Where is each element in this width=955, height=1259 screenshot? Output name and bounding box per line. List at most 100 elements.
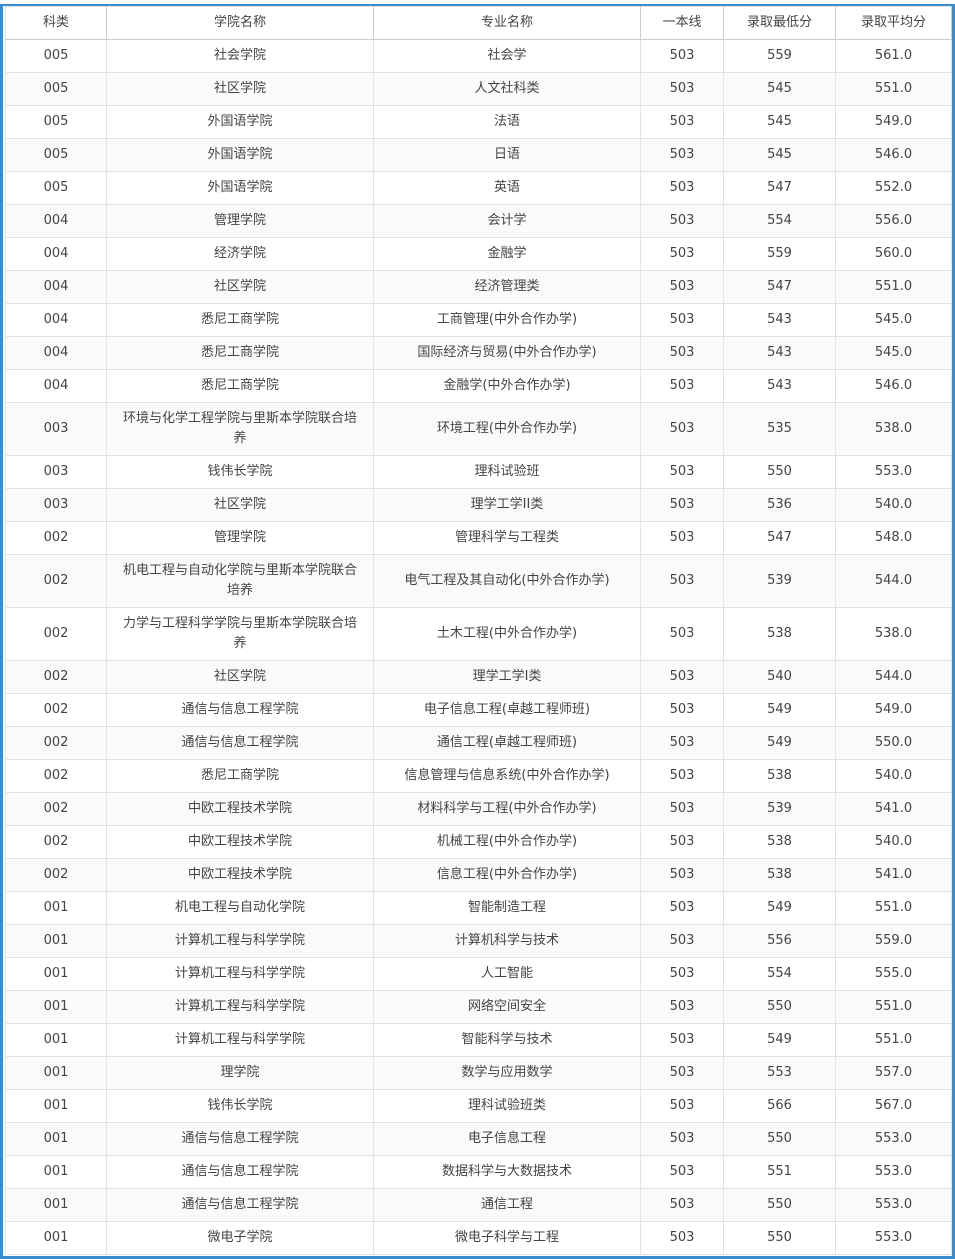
col-major-cell: 管理科学与工程类	[373, 521, 641, 555]
col-baseline-cell: 503	[640, 105, 724, 139]
col-major-cell: 经济管理类	[373, 270, 641, 304]
table-row: 001 通信与信息工程学院 通信工程 503 550 553.0	[5, 1188, 952, 1222]
table-row: 005 外国语学院 法语 503 545 549.0	[5, 105, 952, 139]
col-min-score-cell: 549	[723, 693, 836, 727]
col-avg-score-cell: 552.0	[835, 171, 952, 205]
col-avg-score-cell: 553.0	[835, 1155, 952, 1189]
col-min-score-cell: 543	[723, 369, 836, 403]
col-avg-score-cell: 538.0	[835, 607, 952, 661]
col-avg-score-cell: 555.0	[835, 957, 952, 991]
col-min-score-cell: 554	[723, 957, 836, 991]
col-major-cell: 计算机科学与技术	[373, 924, 641, 958]
col-college-cell: 通信与信息工程学院	[106, 1155, 374, 1189]
col-category-cell: 001	[5, 1056, 107, 1090]
col-avg-score-cell: 544.0	[835, 554, 952, 608]
col-category-cell: 004	[5, 336, 107, 370]
table-row: 001 理学院 数学与应用数学 503 553 557.0	[5, 1056, 952, 1090]
col-min-score-cell: 543	[723, 336, 836, 370]
col-min-score-cell: 536	[723, 488, 836, 522]
col-category-cell: 004	[5, 369, 107, 403]
col-avg-score-cell: 551.0	[835, 1023, 952, 1057]
col-major-cell: 微电子科学与工程	[373, 1221, 641, 1255]
col-min-score-cell: 551	[723, 1155, 836, 1189]
col-category-cell: 002	[5, 607, 107, 661]
table-row: 002 中欧工程技术学院 机械工程(中外合作办学) 503 538 540.0	[5, 825, 952, 859]
table-row: 004 经济学院 金融学 503 559 560.0	[5, 237, 952, 271]
col-min-score-cell: 550	[723, 1188, 836, 1222]
col-major-cell: 理科试验班	[373, 455, 641, 489]
col-college-cell: 微电子学院	[106, 1221, 374, 1255]
col-min-score-cell: 535	[723, 402, 836, 456]
col-major-cell: 信息管理与信息系统(中外合作办学)	[373, 759, 641, 793]
col-category-cell: 002	[5, 693, 107, 727]
col-baseline-cell: 503	[640, 891, 724, 925]
col-college-cell: 社区学院	[106, 660, 374, 694]
col-major-cell: 电子信息工程	[373, 1122, 641, 1156]
col-baseline-cell: 503	[640, 402, 724, 456]
col-avg-score-cell: 560.0	[835, 237, 952, 271]
col-min-score-cell: 539	[723, 792, 836, 826]
col-avg-score-cell: 557.0	[835, 1056, 952, 1090]
table-row: 001 微电子学院 微电子科学与工程 503 550 553.0	[5, 1221, 952, 1255]
col-college-cell: 计算机工程与科学学院	[106, 957, 374, 991]
col-category-cell: 002	[5, 521, 107, 555]
table-row: 005 社会学院 社会学 503 559 561.0	[5, 39, 952, 73]
col-college-cell: 理学院	[106, 1056, 374, 1090]
col-min-score-cell: 545	[723, 72, 836, 106]
table-row: 005 外国语学院 英语 503 547 552.0	[5, 171, 952, 205]
col-college-cell: 通信与信息工程学院	[106, 726, 374, 760]
col-min-score-cell: 566	[723, 1089, 836, 1123]
col-min-score-cell: 554	[723, 204, 836, 238]
col-category-cell: 001	[5, 1221, 107, 1255]
col-category-cell: 001	[5, 990, 107, 1024]
col-baseline-cell: 503	[640, 39, 724, 73]
col-baseline-cell: 503	[640, 792, 724, 826]
table-row: 002 通信与信息工程学院 电子信息工程(卓越工程师班) 503 549 549.0	[5, 693, 952, 727]
col-college-cell: 通信与信息工程学院	[106, 693, 374, 727]
col-avg-score-cell: 561.0	[835, 39, 952, 73]
col-baseline-cell: 503	[640, 924, 724, 958]
col-category-cell: 005	[5, 105, 107, 139]
col-category-cell: 005	[5, 39, 107, 73]
admission-scores-table: 科类 学院名称 专业名称 一本线 录取最低分 录取平均分 005 社会学院 社会学 503 559…	[5, 6, 952, 1255]
table-row: 004 悉尼工商学院 国际经济与贸易(中外合作办学) 503 543 545.0	[5, 336, 952, 370]
col-avg-score-cell: 553.0	[835, 455, 952, 489]
col-college-cell: 环境与化学工程学院与里斯本学院联合培养	[106, 402, 374, 456]
col-major-cell: 法语	[373, 105, 641, 139]
col-avg-score-cell: 538.0	[835, 402, 952, 456]
col-avg-score-cell: 551.0	[835, 270, 952, 304]
col-baseline-cell: 503	[640, 554, 724, 608]
col-major-cell: 环境工程(中外合作办学)	[373, 402, 641, 456]
col-avg-score-cell: 550.0	[835, 726, 952, 760]
col-min-score-cell: 545	[723, 138, 836, 172]
col-major-cell: 日语	[373, 138, 641, 172]
table-row: 001 通信与信息工程学院 数据科学与大数据技术 503 551 553.0	[5, 1155, 952, 1189]
col-baseline-cell: 503	[640, 1056, 724, 1090]
col-college-cell: 管理学院	[106, 204, 374, 238]
col-college-cell: 计算机工程与科学学院	[106, 924, 374, 958]
col-category-cell: 001	[5, 957, 107, 991]
col-major-cell: 社会学	[373, 39, 641, 73]
col-avg-score-cell: 551.0	[835, 891, 952, 925]
table-row: 002 力学与工程科学学院与里斯本学院联合培养 土木工程(中外合作办学) 503 538…	[5, 607, 952, 661]
col-major-cell: 英语	[373, 171, 641, 205]
table-row: 002 社区学院 理学工学I类 503 540 544.0	[5, 660, 952, 694]
col-min-score-header: 录取最低分	[723, 6, 836, 40]
col-major-cell: 金融学(中外合作办学)	[373, 369, 641, 403]
col-avg-score-cell: 541.0	[835, 792, 952, 826]
col-baseline-cell: 503	[640, 990, 724, 1024]
col-avg-score-header: 录取平均分	[835, 6, 952, 40]
col-baseline-cell: 503	[640, 336, 724, 370]
col-baseline-cell: 503	[640, 455, 724, 489]
col-category-cell: 004	[5, 237, 107, 271]
col-avg-score-cell: 567.0	[835, 1089, 952, 1123]
col-min-score-cell: 553	[723, 1056, 836, 1090]
col-major-cell: 通信工程(卓越工程师班)	[373, 726, 641, 760]
col-category-cell: 005	[5, 138, 107, 172]
col-min-score-cell: 540	[723, 660, 836, 694]
table-row: 001 计算机工程与科学学院 人工智能 503 554 555.0	[5, 957, 952, 991]
col-avg-score-cell: 545.0	[835, 303, 952, 337]
col-college-cell: 社区学院	[106, 488, 374, 522]
col-major-cell: 通信工程	[373, 1188, 641, 1222]
col-min-score-cell: 538	[723, 607, 836, 661]
